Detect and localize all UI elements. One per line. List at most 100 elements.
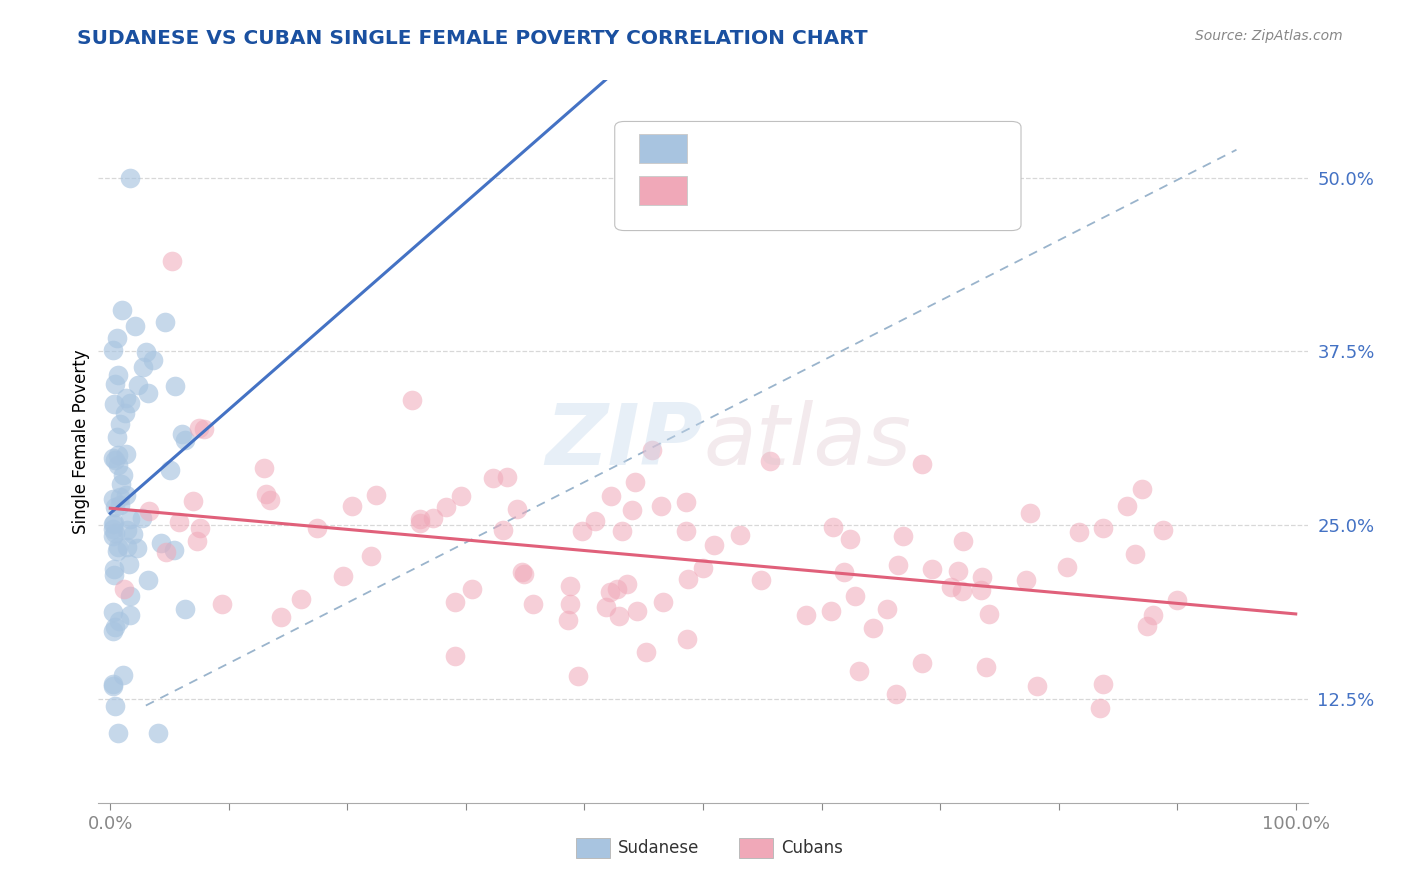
Point [103, 605, 125, 619]
Point [181, 494, 204, 508]
Point [125, 541, 148, 556]
Point [103, 620, 125, 634]
Point [650, 499, 672, 513]
Point [107, 726, 129, 740]
Point [626, 604, 648, 618]
Point [444, 649, 467, 664]
Point [1123, 548, 1146, 562]
Point [1142, 607, 1164, 622]
Text: Source: ZipAtlas.com: Source: ZipAtlas.com [1195, 29, 1343, 43]
Point [107, 540, 129, 554]
Point [112, 582, 135, 596]
Point [558, 597, 581, 611]
Point [107, 448, 129, 462]
Point [675, 632, 697, 646]
Point [115, 447, 138, 461]
Text: Sudanese: Sudanese [619, 839, 700, 857]
Point [150, 536, 173, 550]
Bar [638, 177, 688, 205]
Point [970, 582, 993, 597]
Point [876, 602, 898, 616]
Point [1091, 520, 1114, 534]
Point [496, 470, 519, 484]
Point [1018, 506, 1040, 520]
Point [111, 303, 134, 318]
Point [620, 503, 643, 517]
Point [481, 470, 503, 484]
Point [101, 529, 124, 543]
Point [160, 253, 183, 268]
Point [510, 565, 533, 579]
Point [103, 562, 125, 576]
Point [640, 442, 662, 457]
Point [862, 621, 884, 635]
Point [107, 368, 129, 383]
Text: -0.234: -0.234 [763, 180, 828, 198]
Point [103, 516, 125, 530]
Point [409, 512, 432, 526]
Point [101, 624, 124, 639]
Point [1092, 677, 1115, 691]
Text: 104: 104 [905, 180, 942, 198]
Point [104, 526, 127, 541]
Point [142, 352, 165, 367]
Point [107, 614, 129, 628]
Point [675, 495, 697, 509]
Point [616, 577, 638, 591]
Point [979, 607, 1001, 622]
Point [105, 430, 128, 444]
Point [120, 170, 142, 185]
Point [675, 524, 697, 538]
Point [108, 490, 131, 504]
Point [101, 343, 124, 357]
Point [163, 543, 186, 558]
Point [1115, 499, 1137, 513]
Point [132, 359, 155, 374]
Point [848, 664, 870, 678]
Point [104, 453, 127, 467]
Point [259, 493, 281, 508]
Point [607, 608, 630, 623]
Point [163, 379, 186, 393]
Text: ZIP: ZIP [546, 400, 703, 483]
Point [513, 566, 536, 581]
Point [595, 599, 617, 614]
Point [153, 314, 176, 328]
Point [839, 533, 862, 547]
Point [135, 345, 157, 359]
Point [422, 511, 444, 525]
Point [124, 318, 146, 333]
Point [148, 726, 170, 740]
Point [832, 566, 855, 580]
Point [101, 679, 124, 693]
Point [759, 454, 782, 468]
Point [101, 522, 124, 536]
Point [332, 569, 354, 583]
Point [111, 468, 134, 483]
Point [1069, 524, 1091, 539]
Point [610, 524, 633, 538]
Point [107, 458, 129, 472]
Point [891, 529, 914, 543]
Point [1026, 679, 1049, 693]
Bar [638, 135, 688, 163]
Text: N =: N = [848, 138, 889, 156]
Point [636, 645, 658, 659]
Point [952, 534, 974, 549]
Point [676, 572, 699, 586]
Text: atlas: atlas [703, 400, 911, 483]
Point [104, 699, 127, 714]
FancyBboxPatch shape [614, 121, 1021, 230]
Point [305, 521, 328, 535]
Point [1166, 593, 1188, 607]
Point [970, 570, 993, 584]
Point [401, 392, 423, 407]
Point [122, 526, 145, 541]
Point [342, 499, 364, 513]
Point [364, 487, 387, 501]
Point [751, 573, 773, 587]
Point [796, 608, 818, 623]
Point [911, 457, 934, 471]
Point [159, 463, 181, 477]
Point [118, 395, 141, 409]
